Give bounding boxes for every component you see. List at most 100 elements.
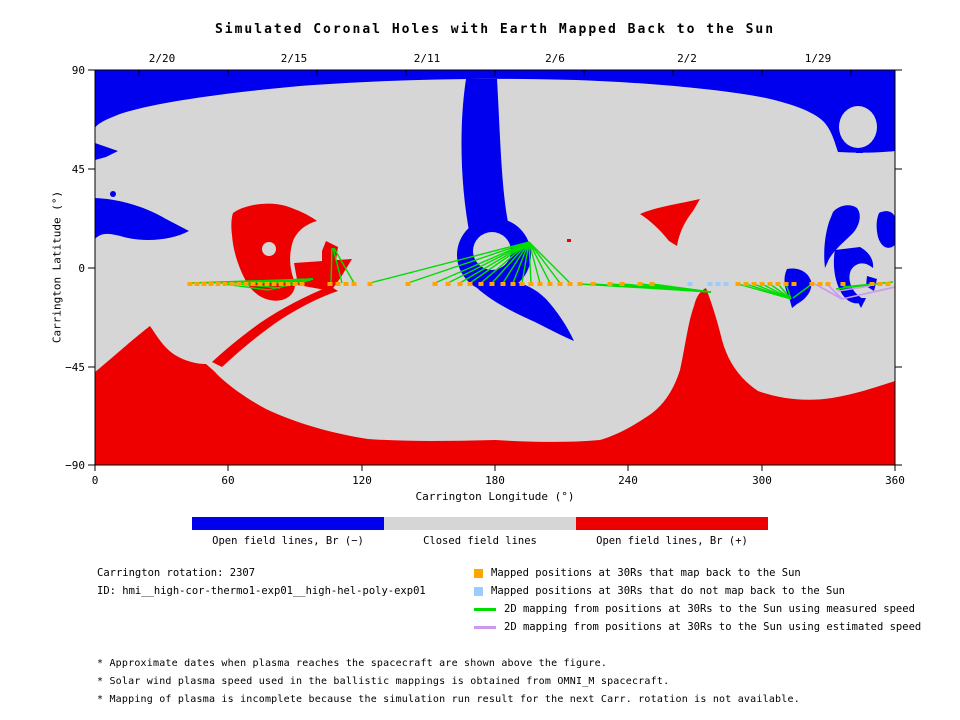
right-blue-comma <box>824 205 860 268</box>
legend-label: 2D mapping from positions at 30Rs to the… <box>504 603 915 615</box>
mapping-line-estimated <box>814 283 843 300</box>
mapped-position-marker <box>547 282 553 286</box>
mapping-line-measured <box>528 241 532 284</box>
x-tick-label: 360 <box>885 474 905 487</box>
mapped-position-marker <box>567 282 573 286</box>
legend-item-estimated-speed: 2D mapping from positions at 30Rs to the… <box>474 621 921 633</box>
unmapped-position-marker <box>707 282 713 286</box>
mapped-position-marker <box>775 282 781 286</box>
mapped-position-marker <box>367 282 373 286</box>
mapped-position-marker <box>405 282 411 286</box>
mapping-line-measured <box>332 247 343 284</box>
mapping-line-measured <box>491 241 530 284</box>
mapped-position-marker <box>489 282 495 286</box>
mapping-line-measured <box>434 241 530 284</box>
mapped-position-marker <box>299 282 305 286</box>
right-blue-tick-mark <box>856 148 863 153</box>
mapped-position-marker <box>250 282 256 286</box>
mapped-position-marker <box>590 282 596 286</box>
left-blue-dot <box>110 191 116 197</box>
mapping-line-measured <box>769 283 792 300</box>
mapping-line-measured <box>528 241 541 284</box>
north-polar-open-negative <box>95 70 895 153</box>
mapped-square-icon <box>474 568 483 578</box>
left-edge-blue-blob <box>95 198 189 240</box>
legend-label: 2D mapping from positions at 30Rs to the… <box>504 621 922 633</box>
mapped-position-marker <box>510 282 516 286</box>
unmapped-position-marker <box>715 282 721 286</box>
mapped-position-marker <box>519 282 525 286</box>
footnote-1: * Approximate dates when plasma reaches … <box>97 658 608 669</box>
x-tick-label: 300 <box>752 474 772 487</box>
mapped-position-marker <box>457 282 463 286</box>
mapping-line-measured <box>512 241 530 284</box>
mapping-line-measured <box>459 241 530 284</box>
mapped-position-marker <box>619 282 625 286</box>
mapping-line-measured <box>469 241 530 284</box>
mapped-position-marker <box>537 282 543 286</box>
y-tick-label: 45 <box>72 163 85 176</box>
colorbar-segment <box>384 517 576 530</box>
colorbar-segment <box>576 517 768 530</box>
mapped-position-marker <box>577 282 583 286</box>
mapped-position-marker <box>292 282 298 286</box>
mapping-line-estimated <box>837 285 871 292</box>
mapping-line-measured <box>407 241 530 284</box>
field-line-colorbar <box>192 517 768 530</box>
red-croissant <box>640 199 700 246</box>
mapped-position-marker <box>445 282 451 286</box>
legend-label: Mapped positions at 30Rs that map back t… <box>491 567 801 579</box>
mapping-line-measured <box>528 241 571 284</box>
unmapped-position-marker <box>723 282 729 286</box>
mapped-position-marker <box>243 282 249 286</box>
mapped-position-marker <box>432 282 438 286</box>
y-axis-title: Carrington Latitude (°) <box>50 190 64 344</box>
mapping-line-measured <box>528 241 551 284</box>
mapped-position-marker <box>869 282 875 286</box>
mapped-position-marker <box>877 282 883 286</box>
footnote-3: * Mapping of plasma is incomplete becaus… <box>97 694 800 705</box>
x-tick-label: 180 <box>485 474 505 487</box>
mapped-position-marker <box>743 282 749 286</box>
y-tick-label: 0 <box>78 262 85 275</box>
red-blob-gray-hole <box>262 242 276 256</box>
mapped-position-marker <box>767 282 773 286</box>
mapped-position-marker <box>278 282 284 286</box>
central-blue-tail <box>476 281 574 341</box>
mapping-line-measured <box>447 241 530 284</box>
mapped-position-marker <box>236 282 242 286</box>
colorbar-label-open-positive: Open field lines, Br (+) <box>596 535 748 547</box>
page-title: Simulated Coronal Holes with Earth Mappe… <box>214 22 776 37</box>
mapping-line-measured <box>651 283 712 293</box>
mapping-line-measured <box>502 241 530 284</box>
y-tick-label: −90 <box>65 459 85 472</box>
mapped-position-marker <box>285 282 291 286</box>
mapping-line-estimated <box>841 286 895 300</box>
x-tick-label: 240 <box>618 474 638 487</box>
mapping-line-measured <box>330 247 333 284</box>
mapped-position-marker <box>607 282 613 286</box>
mapped-position-marker <box>528 282 534 286</box>
x-tick-label: 0 <box>92 474 99 487</box>
mapped-position-marker <box>351 282 357 286</box>
y-tick-label: 90 <box>72 64 85 77</box>
mapped-position-marker <box>201 282 207 286</box>
mapped-position-marker <box>257 282 263 286</box>
north-cap-gray-hole <box>839 106 877 148</box>
mapping-line-measured <box>785 283 792 300</box>
mapped-position-marker <box>783 282 789 286</box>
mapped-position-marker <box>649 282 655 286</box>
mapped-position-marker <box>229 282 235 286</box>
mapping-line-measured <box>528 241 561 284</box>
mapped-position-marker <box>735 282 741 286</box>
mapped-position-marker <box>825 282 831 286</box>
colorbar-label-closed: Closed field lines <box>423 535 537 547</box>
mapped-position-marker <box>327 282 333 286</box>
mapped-position-marker <box>467 282 473 286</box>
date-label: 1/29 <box>805 52 832 65</box>
estimated-line-icon <box>474 625 496 629</box>
legend-item-measured-speed: 2D mapping from positions at 30Rs to the… <box>474 603 915 615</box>
colorbar-segment <box>192 517 384 530</box>
mapping-line-measured <box>777 283 792 300</box>
